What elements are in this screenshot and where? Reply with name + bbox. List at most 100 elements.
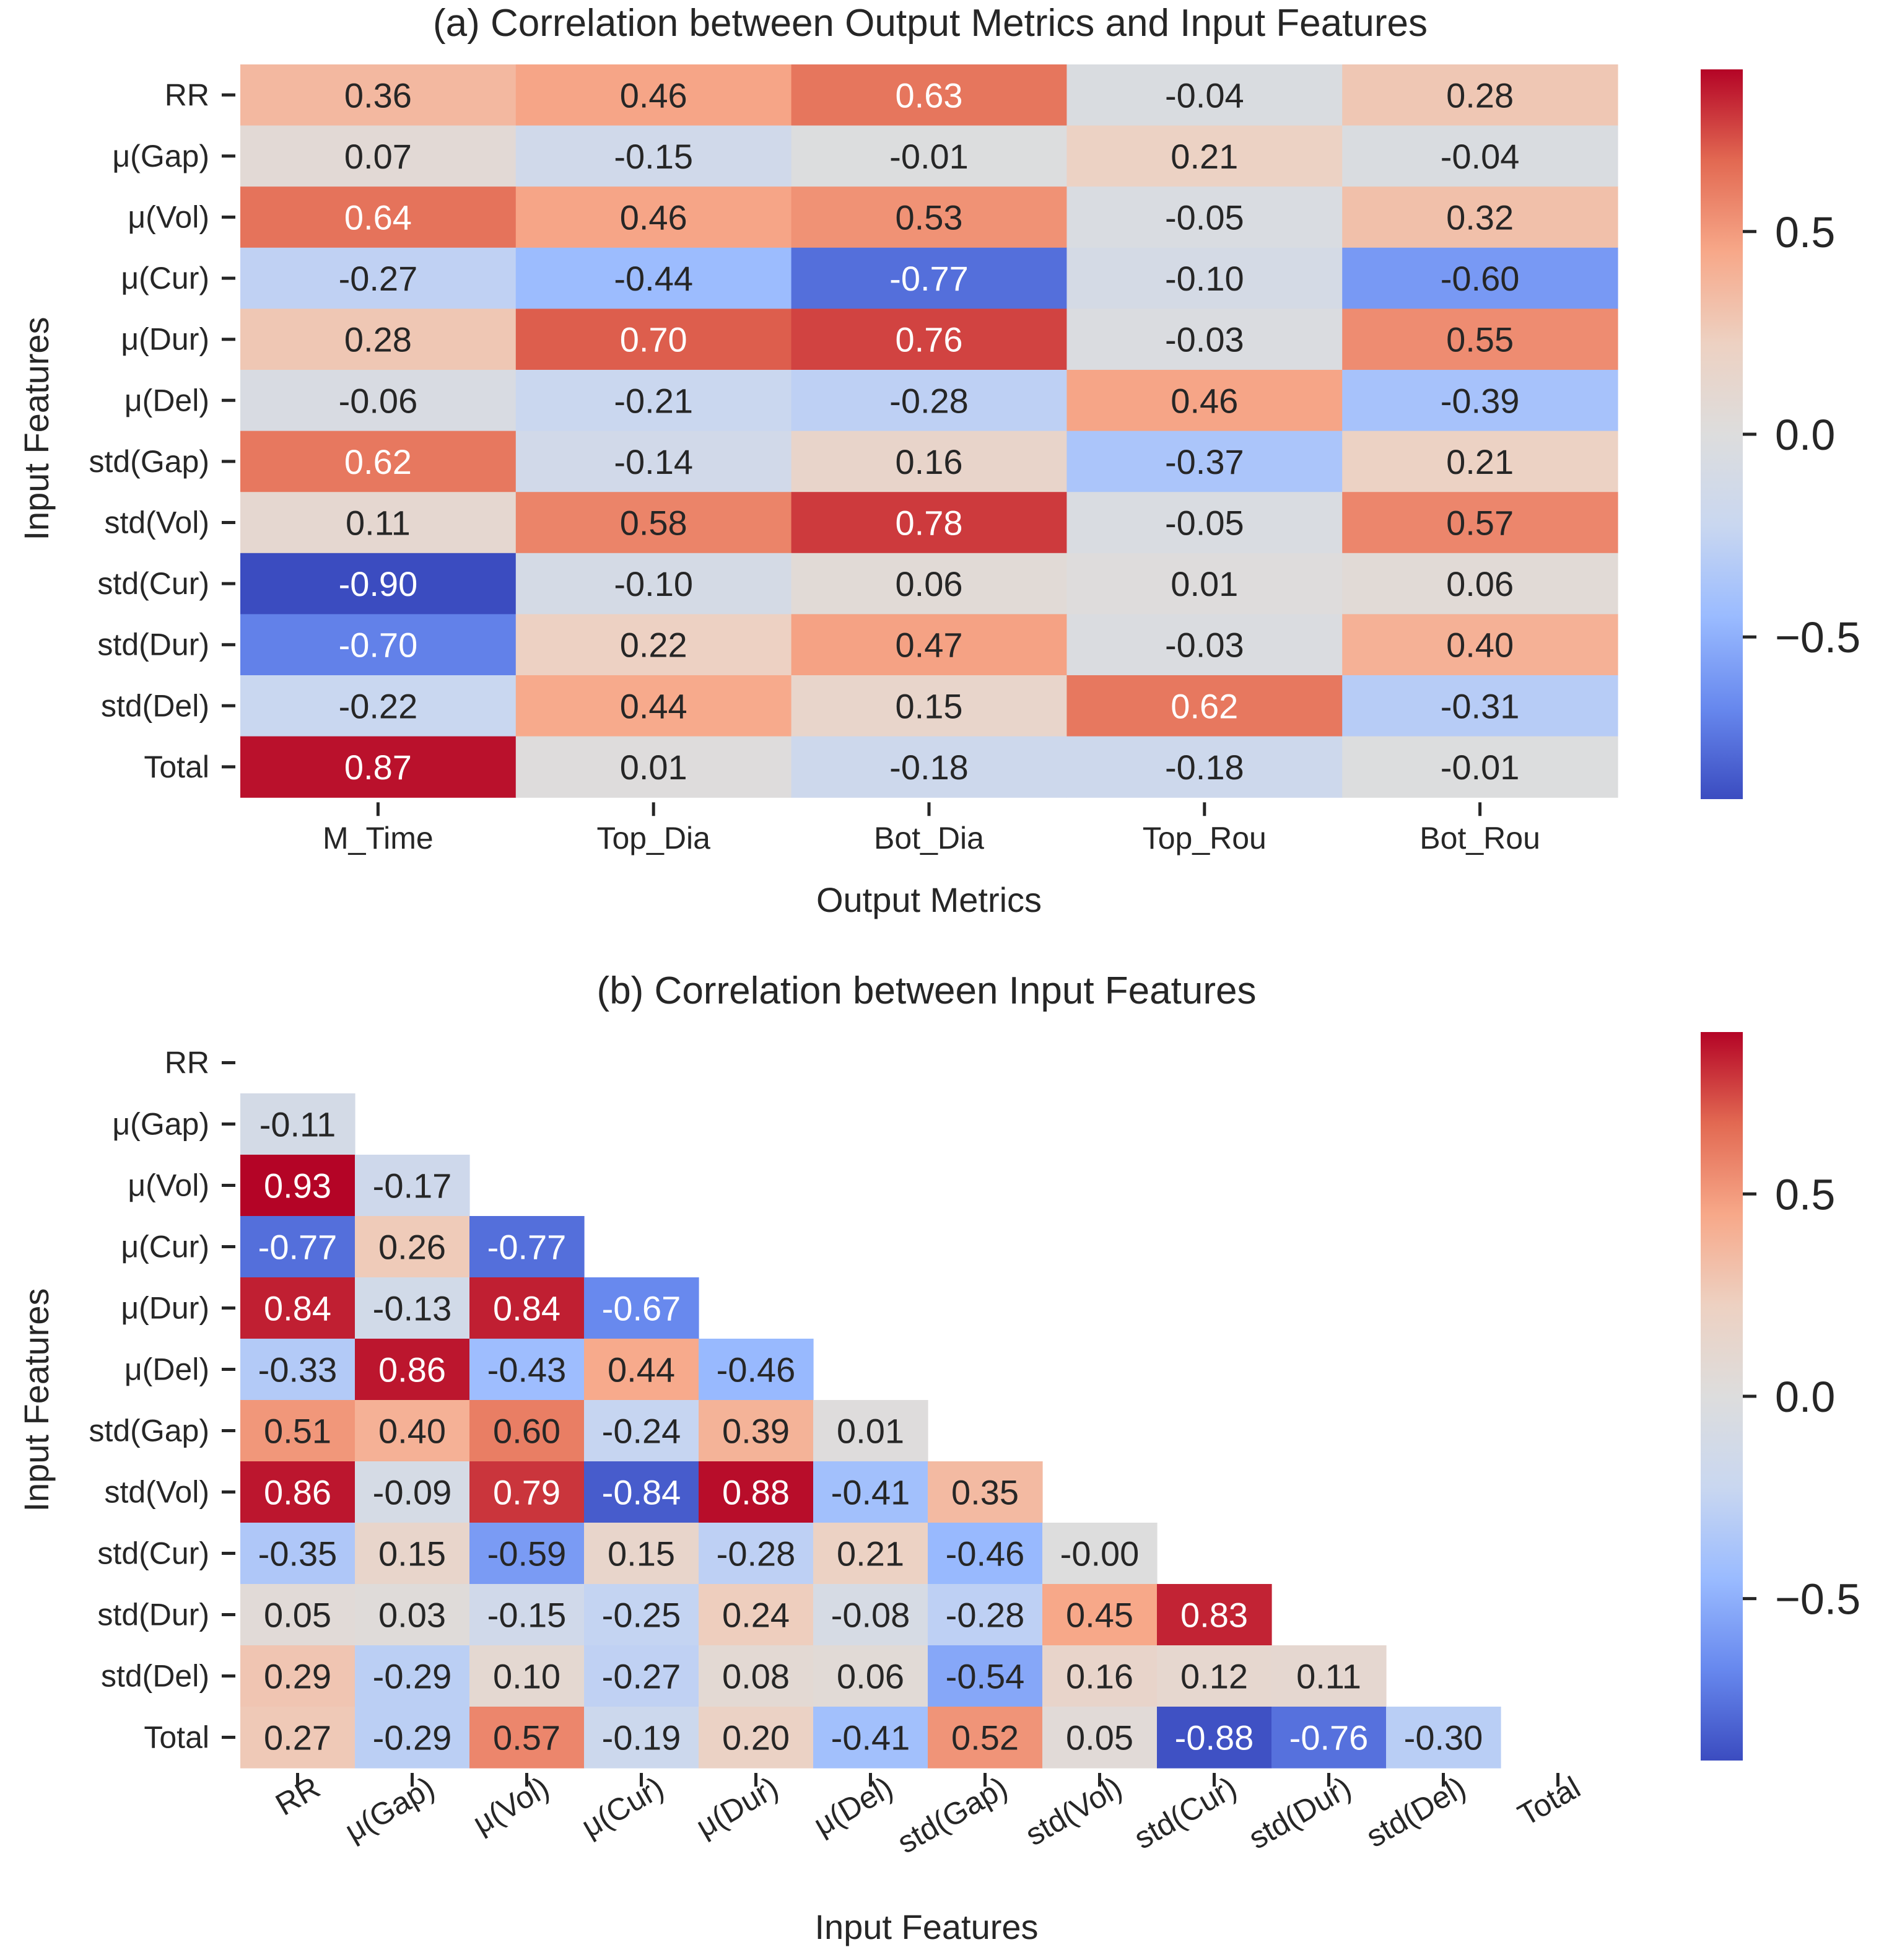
heatmap-cell [240,736,517,798]
panel-b-heatmap-cells: -0.11 0.93 -0.17 -0.77 0.26 -0.77 0.84 -0.13 0.8… [240,1093,1501,1769]
cell-value-label: -0.03 [1165,626,1244,665]
cell-value-label: 0.63 [896,76,963,115]
heatmap-cell [240,1584,355,1646]
cell-value-label: 0.46 [620,76,687,115]
x-tick-label: M_Time [323,821,434,855]
cell-value-label: 0.62 [344,442,412,481]
heatmap-cell [813,1707,928,1769]
colorbar-tick-label: 0.0 [1775,1373,1835,1421]
colorbar-gradient [1701,69,1743,799]
x-tick-label: μ(Dur) [690,1770,784,1844]
heatmap-cell [699,1400,814,1462]
cell-value-label: -0.11 [259,1105,336,1144]
cell-value-label: -0.10 [614,564,693,603]
heatmap-cell [813,1461,928,1523]
cell-value-label: 0.46 [620,198,687,237]
heatmap-cell [355,1707,470,1769]
cell-value-label: 0.28 [344,320,412,359]
y-tick-label: std(Cur) [97,1536,209,1571]
heatmap-cell [699,1523,814,1585]
heatmap-cell [1342,308,1618,370]
cell-value-label: -0.31 [1441,686,1520,725]
cell-value-label: -0.54 [946,1657,1025,1696]
heatmap-cell [1342,614,1618,676]
cell-value-label: 0.07 [344,137,412,176]
cell-value-label: -0.84 [602,1473,681,1512]
heatmap-cell [240,1400,355,1462]
panel-b-x-ticks: RR μ(Gap) μ(Vol) μ(Cur) μ(Dur) μ(Del)std(Gap)… [269,1770,1586,1860]
cell-value-label: 0.40 [1446,626,1514,665]
heatmap-cell [1066,370,1343,432]
y-tick-label: std(Dur) [97,628,209,662]
heatmap-cell [1342,64,1618,126]
heatmap-cell [584,1339,699,1401]
y-tick-label: μ(Gap) [112,1107,209,1142]
heatmap-cell [1066,431,1343,492]
x-tick-label: Total [1512,1770,1586,1832]
heatmap-cell [813,1645,928,1707]
cell-value-label: -0.28 [889,381,969,420]
y-tick-label: std(Vol) [104,505,209,540]
heatmap-cell [355,1400,470,1462]
cell-value-label: -0.04 [1441,137,1520,176]
heatmap-cell [1066,308,1343,370]
colorbar-tick-label: 0.5 [1775,1170,1835,1218]
y-tick-label: std(Dur) [97,1598,209,1632]
heatmap-cell [515,186,792,248]
heatmap-cell [791,736,1067,798]
y-tick-label: μ(Dur) [121,322,209,357]
heatmap-cell [699,1645,814,1707]
cell-value-label: -0.41 [831,1473,910,1512]
x-tick-label: Top_Rou [1143,821,1267,855]
heatmap-cell [1157,1707,1272,1769]
heatmap-cell [240,1277,355,1339]
panel-b: (b) Correlation between Input Features I… [17,969,1860,1946]
y-tick-label: μ(Cur) [121,261,209,295]
cell-value-label: -0.30 [1404,1718,1483,1757]
cell-value-label: 0.44 [608,1350,675,1389]
cell-value-label: -0.18 [889,748,969,787]
panel-a-x-axis-label: Output Metrics [816,880,1042,919]
x-tick-label: std(Cur) [1128,1770,1242,1856]
cell-value-label: -0.77 [487,1228,567,1267]
heatmap-cell [791,370,1067,432]
panel-a-y-ticks: RR μ(Gap) μ(Vol) μ(Cur) μ(Dur) μ(Del) std(Gap)… [89,77,235,784]
heatmap-cell [355,1461,470,1523]
panel-a-title: (a) Correlation between Output Metrics a… [433,2,1428,45]
heatmap-cell [584,1584,699,1646]
cell-value-label: -0.70 [339,626,418,665]
heatmap-cell [928,1461,1043,1523]
x-tick-label: std(Dur) [1243,1770,1357,1856]
heatmap-cell [1342,553,1618,615]
cell-value-label: 0.58 [620,504,687,543]
cell-value-label: -0.15 [487,1596,567,1635]
cell-value-label: 0.03 [378,1596,446,1635]
cell-value-label: -0.01 [1441,748,1520,787]
cell-value-label: 0.52 [951,1718,1019,1757]
heatmap-cell [355,1645,470,1707]
cell-value-label: -0.05 [1165,504,1244,543]
heatmap-cell [791,308,1067,370]
heatmap-cell [813,1400,928,1462]
x-tick-label: RR [269,1770,326,1822]
cell-value-label: -0.25 [602,1596,681,1635]
heatmap-cell [1066,186,1343,248]
cell-value-label: -0.17 [373,1166,452,1205]
heatmap-cell [1342,125,1618,187]
cell-value-label: 0.11 [346,504,411,543]
heatmap-cell [515,370,792,432]
cell-value-label: 0.01 [1171,564,1238,603]
cell-value-label: -0.03 [1165,320,1244,359]
cell-value-label: 0.60 [493,1412,560,1451]
cell-value-label: 0.11 [1296,1657,1361,1696]
cell-value-label: 0.15 [608,1534,675,1573]
y-tick-label: μ(Dur) [121,1291,209,1326]
cell-value-label: -0.27 [339,259,418,298]
heatmap-cell [813,1523,928,1585]
cell-value-label: 0.15 [378,1534,446,1573]
heatmap-cell [515,64,792,126]
cell-value-label: 0.06 [896,564,963,603]
heatmap-cell [240,125,517,187]
cell-value-label: -0.46 [717,1350,796,1389]
